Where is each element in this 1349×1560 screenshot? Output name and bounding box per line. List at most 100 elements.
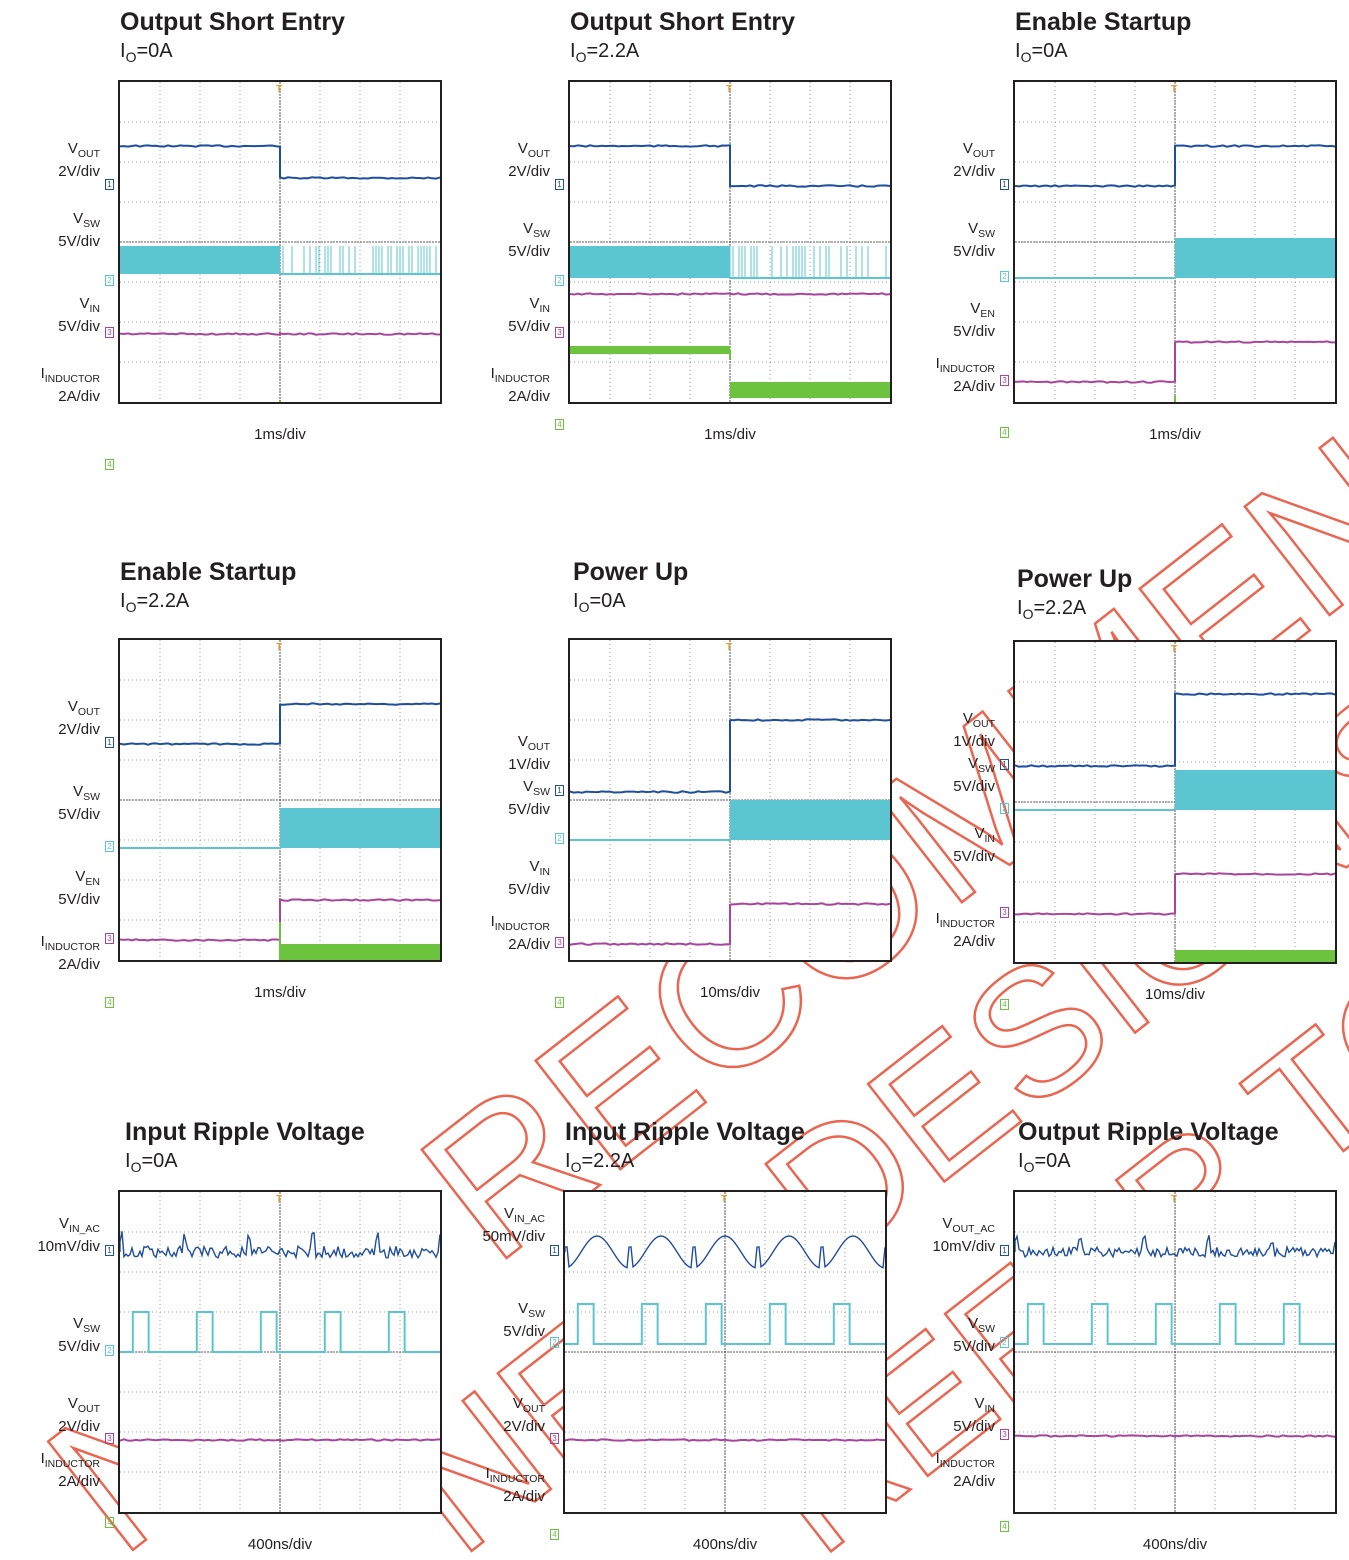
channel-symbol: I [40, 365, 45, 382]
channel-subscript: INDUCTOR [44, 1458, 100, 1470]
channel-subscript: INDUCTOR [494, 373, 550, 385]
channel-scale: 1V/div [953, 733, 995, 750]
trace-sw [570, 246, 890, 279]
channel-scale: 2A/div [58, 956, 100, 973]
channel-subscript: INDUCTOR [939, 363, 995, 375]
channel-label: VSW 5V/div [508, 778, 550, 818]
channel-scale: 5V/div [58, 891, 100, 908]
channel-symbol: I [935, 910, 940, 927]
channel-marker: 3 [555, 937, 564, 948]
time-scale: 400ns/div [1142, 1536, 1208, 1553]
trace-sw [1015, 238, 1335, 279]
condition-subscript: O [125, 49, 137, 65]
channel-scale: 5V/div [953, 323, 995, 340]
condition-subscript: O [1020, 49, 1032, 65]
channel-marker: 2 [105, 1345, 114, 1356]
channel-scale: 5V/div [58, 806, 100, 823]
trace-inductor [279, 400, 281, 402]
condition-subscript: O [570, 1159, 582, 1175]
channel-scale: 2A/div [508, 936, 550, 953]
channel-scale: 5V/div [953, 778, 995, 795]
test-condition: IO=0A [573, 590, 626, 615]
channel-symbol: V [942, 1215, 953, 1232]
channel-scale: 2A/div [503, 1488, 545, 1505]
channel-label: IINDUCTOR 2A/div [936, 1450, 995, 1490]
channel-label: VSW 5V/div [953, 755, 995, 795]
trace-in_ac [120, 1231, 440, 1261]
channel-marker: 1 [1000, 179, 1009, 190]
channel-label: VOUT 1V/div [508, 733, 550, 773]
channel-marker: 3 [1000, 1429, 1009, 1440]
condition-value: =2.2A [581, 1150, 635, 1172]
trigger-marker: T [1171, 84, 1177, 95]
channel-scale: 5V/div [58, 233, 100, 250]
channel-subscript: OUT [522, 1403, 545, 1415]
channel-subscript: IN_AC [69, 1223, 100, 1235]
channel-label: VSW 5V/div [508, 220, 550, 260]
channel-marker: 4 [1000, 427, 1009, 438]
channel-marker: 4 [1000, 999, 1009, 1010]
channel-label: VOUT_AC 10mV/div [932, 1215, 995, 1255]
channel-label: VIN_AC 50mV/div [482, 1205, 545, 1245]
channel-symbol: I [40, 933, 45, 950]
channel-label: VSW 5V/div [58, 1315, 100, 1355]
channel-label: VIN 5V/div [508, 295, 550, 335]
condition-value: =0A [589, 590, 626, 612]
channel-symbol: V [523, 220, 534, 237]
scope-graticule: T [565, 1192, 885, 1512]
trace-sw [120, 1311, 440, 1353]
channel-subscript: EN [85, 876, 100, 888]
channel-symbol: V [974, 1395, 985, 1412]
channel-subscript: OUT [77, 706, 100, 718]
trace-in [120, 332, 440, 336]
channel-marker: 2 [555, 833, 564, 844]
condition-symbol: I [1017, 597, 1023, 619]
trace-in [570, 292, 890, 296]
condition-symbol: I [1018, 1150, 1024, 1172]
channel-subscript: OUT [77, 148, 100, 160]
channel-marker: 1 [105, 1245, 114, 1256]
condition-symbol: I [120, 590, 126, 612]
channel-label: VOUT 2V/div [58, 1395, 100, 1435]
channel-subscript: SW [533, 228, 550, 240]
channel-label: VSW 5V/div [58, 783, 100, 823]
channel-marker: 3 [105, 327, 114, 338]
condition-value: =2.2A [586, 40, 640, 62]
trace-sw [570, 800, 890, 841]
condition-value: =0A [141, 1150, 178, 1172]
channel-scale: 5V/div [508, 318, 550, 335]
scope-graticule: T [120, 1192, 440, 1512]
channel-symbol: V [962, 710, 973, 727]
time-scale: 1ms/div [1149, 426, 1201, 443]
trace-en [120, 898, 440, 942]
channel-scale: 2A/div [953, 933, 995, 950]
trigger-marker: T [1171, 644, 1177, 655]
trace-in_ac [565, 1235, 885, 1269]
scope-graticule: T [1015, 642, 1335, 962]
channel-label: VEN 5V/div [58, 868, 100, 908]
channel-symbol: V [523, 778, 534, 795]
channel-subscript: SW [528, 1308, 545, 1320]
channel-label: IINDUCTOR 2A/div [491, 365, 550, 405]
channel-label: VIN 5V/div [953, 1395, 995, 1435]
channel-scale: 5V/div [953, 848, 995, 865]
channel-scale: 2A/div [953, 378, 995, 395]
channel-label: IINDUCTOR 2A/div [936, 910, 995, 950]
channel-scale: 5V/div [953, 1418, 995, 1435]
time-scale: 1ms/div [704, 426, 756, 443]
channel-marker: 4 [105, 997, 114, 1008]
chart-title: Input Ripple Voltage [565, 1118, 805, 1146]
chart-title: Output Short Entry [120, 8, 345, 36]
channel-label: VOUT 1V/div [953, 710, 995, 750]
channel-symbol: V [962, 140, 973, 157]
scope-screen: T [568, 80, 892, 404]
condition-value: =0A [1031, 40, 1068, 62]
channel-marker: 1 [1000, 1245, 1009, 1256]
trace-in [1015, 1434, 1335, 1438]
channel-label: VOUT 2V/div [58, 140, 100, 180]
trace-inductor [1175, 950, 1335, 962]
channel-marker: 2 [1000, 1337, 1009, 1348]
condition-subscript: O [1022, 606, 1034, 622]
channel-label: VOUT 2V/div [953, 140, 995, 180]
condition-value: =2.2A [1033, 597, 1087, 619]
